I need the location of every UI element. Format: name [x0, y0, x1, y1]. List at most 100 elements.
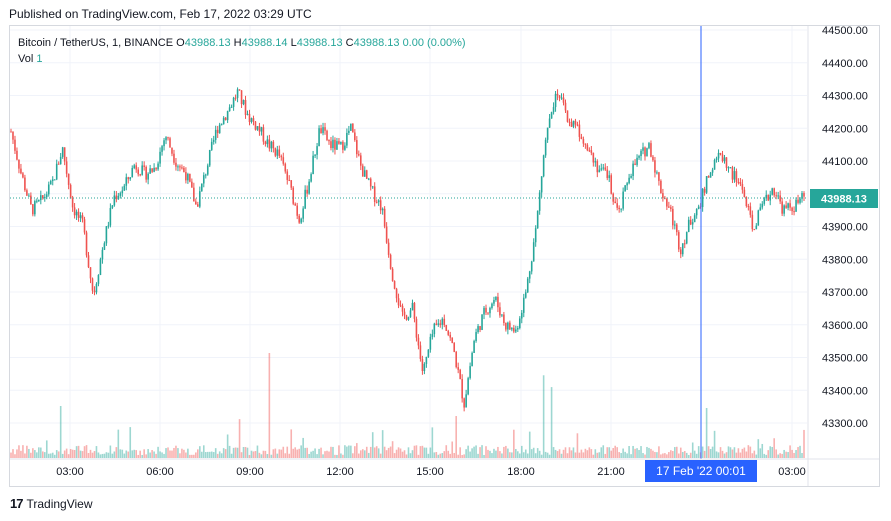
candle-body	[383, 208, 386, 227]
volume-bar	[505, 445, 507, 458]
volume-bar	[228, 445, 231, 458]
volume-bar	[334, 454, 336, 458]
volume-bar	[397, 447, 400, 458]
candle-body	[324, 127, 326, 131]
volume-bar	[133, 449, 136, 458]
volume-bar	[65, 448, 68, 458]
candle-body	[608, 175, 611, 179]
candle-body	[137, 169, 139, 175]
candle-body	[41, 195, 44, 199]
volume-bar	[236, 447, 239, 458]
volume-bar	[785, 451, 787, 458]
volume-bar	[457, 454, 459, 458]
crosshair-time-tag: 17 Feb '22 00:01	[645, 460, 757, 482]
volume-bar	[697, 446, 700, 458]
candle-body	[405, 315, 408, 320]
candle-body	[451, 337, 454, 343]
volume-bar	[200, 451, 203, 458]
candle-body	[89, 267, 92, 279]
candle-body	[548, 118, 551, 128]
candle-body	[487, 312, 489, 314]
volume-bar	[677, 453, 680, 458]
volume-bar	[544, 451, 547, 458]
candles	[10, 87, 805, 412]
candle-body	[153, 167, 155, 172]
volume-bar	[433, 452, 436, 458]
volume-bar	[405, 454, 408, 458]
tradingview-footer[interactable]: 17 TradingView	[10, 496, 93, 511]
candle-body	[735, 171, 738, 182]
candle-body	[528, 271, 531, 279]
candle-body	[660, 180, 662, 194]
volume-bar	[183, 449, 185, 458]
volume-bar	[715, 451, 718, 458]
candle-body	[427, 349, 430, 357]
volume-bar	[584, 448, 587, 458]
candle-body	[294, 203, 297, 206]
volume-bar	[717, 452, 720, 458]
candle-body	[602, 167, 605, 169]
volume-bar	[356, 443, 358, 458]
candle-body	[204, 174, 207, 176]
volume-bar	[683, 451, 686, 458]
candle-body	[781, 201, 783, 214]
volume-bar	[248, 454, 251, 458]
volume-bar	[711, 446, 714, 458]
candle-body	[83, 219, 86, 233]
volume-bar	[43, 452, 46, 458]
candle-body	[658, 172, 660, 181]
candle-body	[397, 298, 400, 306]
candle-body	[779, 195, 781, 202]
volume-bar	[685, 452, 688, 458]
volume-bar	[210, 451, 213, 458]
volume-bar	[719, 447, 722, 458]
candle-body	[604, 167, 607, 170]
candle-body	[785, 205, 787, 208]
candle-body	[753, 229, 756, 231]
chart-frame[interactable]	[9, 25, 880, 487]
volume-bar	[638, 449, 640, 458]
volume-bar	[530, 449, 533, 458]
candle-body	[135, 165, 138, 170]
volume-bar	[93, 451, 96, 458]
volume-bar	[431, 427, 434, 458]
volume-bar	[55, 450, 58, 458]
volume-bar	[218, 451, 221, 458]
candle-body	[43, 197, 46, 199]
candle-body	[491, 303, 493, 308]
candle-body	[348, 130, 350, 133]
candle-body	[274, 148, 277, 156]
candle-body	[771, 188, 774, 195]
volume-bar	[524, 449, 527, 458]
volume-bar	[670, 450, 672, 458]
candle-body	[322, 127, 324, 134]
volume-bar	[691, 442, 694, 458]
candle-body	[282, 157, 285, 164]
y-tick-label: 43800.00	[822, 254, 868, 266]
candle-body	[316, 146, 318, 155]
candle-body	[717, 152, 720, 159]
candle-body	[350, 123, 352, 131]
volume-bar	[121, 449, 124, 458]
volume-bar	[272, 449, 275, 458]
candle-body	[787, 203, 789, 208]
candle-body	[105, 226, 108, 244]
volume-bar	[429, 447, 432, 458]
volume-bar	[189, 454, 191, 458]
candle-body	[36, 200, 38, 202]
candle-body	[179, 166, 181, 168]
candle-body	[556, 93, 559, 96]
volume-bar	[769, 446, 772, 458]
volume-bar	[101, 453, 104, 458]
volume-bar	[226, 434, 229, 458]
candle-body	[230, 106, 233, 108]
candle-body	[199, 191, 201, 207]
volume-bar	[167, 447, 169, 458]
volume-bar	[733, 447, 736, 458]
crosshair-time-text: 17 Feb '22 00:01	[656, 464, 746, 478]
volume-bar	[477, 453, 479, 458]
candle-body	[767, 194, 770, 201]
volume-bar	[511, 452, 513, 458]
volume-bar	[141, 454, 143, 458]
